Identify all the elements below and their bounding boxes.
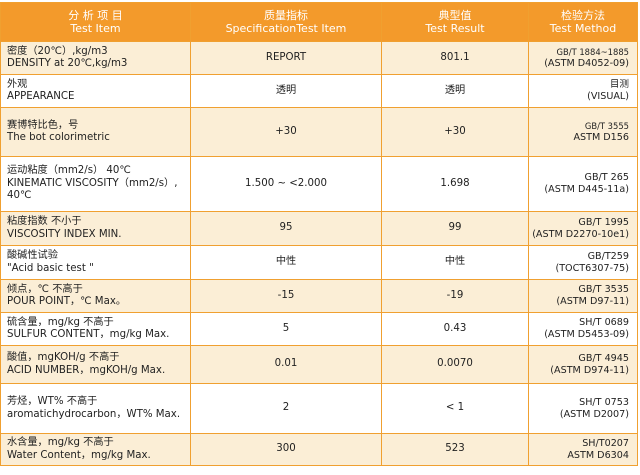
header-row: 分 析 项 目 Test Item 质量指标 SpecificationTest I… [0,2,638,42]
test-item-cell: 赛博特比色，号 The bot colorimetric [0,107,191,157]
spec-cell: 0.01 [190,345,382,384]
test-item-cell: 酸值，mgKOH/g 不高于 ACID NUMBER，mgKOH/g Max. [0,345,191,384]
result-cell: 801.1 [381,41,529,75]
table-row: 酸值，mgKOH/g 不高于 ACID NUMBER，mgKOH/g Max. 0… [0,345,638,384]
method-cell: GB/T 1995 (ASTM D2270-10e1) [528,211,638,246]
table-row: 运动粘度（mm2/s） 40℃ KINEMATIC VISCOSITY（mm2/s… [0,156,638,212]
method-cell: GB/T 3535 (ASTM D97-11) [528,279,638,313]
test-item-cell: 密度（20℃）,kg/m3 DENSITY at 20℃,kg/m3 [0,41,191,75]
method-cell: SH/T 0689 (ASTM D5453-09) [528,312,638,346]
spec-cell: 中性 [190,245,382,280]
result-cell: 透明 [381,74,529,108]
spec-cell: +30 [190,107,382,157]
table-row: 芳烃，WT% 不高于 aromatichydrocarbon，WT% Max. 2… [0,383,638,434]
table-row: 水含量，mg/kg 不高于 Water Content，mg/kg Max. 30… [0,433,638,466]
method-cell: GB/T 1884~1885 (ASTM D4052-09) [528,41,638,75]
table-row: 硫含量，mg/kg 不高于 SULFUR CONTENT，mg/kg Max. 5… [0,312,638,346]
spec-cell: 95 [190,211,382,246]
spec-cell: REPORT [190,41,382,75]
table-row: 密度（20℃）,kg/m3 DENSITY at 20℃,kg/m3 REPORT… [0,41,638,75]
method-cell: GB/T259 (TOCT6307-75) [528,245,638,280]
header-test-item: 分 析 项 目 Test Item [0,2,191,42]
method-cell: GB/T 3555 ASTM D156 [528,107,638,157]
test-item-cell: 粘度指数 不小于 VISCOSITY INDEX MIN. [0,211,191,246]
result-cell: 1.698 [381,156,529,212]
spec-cell: 2 [190,383,382,434]
header-specification: 质量指标 SpecificationTest Item [190,2,382,42]
result-cell: 99 [381,211,529,246]
test-item-cell: 芳烃，WT% 不高于 aromatichydrocarbon，WT% Max. [0,383,191,434]
result-cell: 523 [381,433,529,466]
method-cell: SH/T0207 ASTM D6304 [528,433,638,466]
method-cell: GB/T 265 (ASTM D445-11a) [528,156,638,212]
result-cell: 0.43 [381,312,529,346]
test-item-cell: 酸碱性试验 "Acid basic test " [0,245,191,280]
spec-cell: 300 [190,433,382,466]
spec-cell: 1.500 ~ <2.000 [190,156,382,212]
table-row: 倾点，℃ 不高于 POUR POINT，℃ Max。 -15 -19 GB/T 3… [0,279,638,313]
test-item-cell: 运动粘度（mm2/s） 40℃ KINEMATIC VISCOSITY（mm2/s… [0,156,191,212]
result-cell: 0.0070 [381,345,529,384]
test-item-cell: 外观 APPEARANCE [0,74,191,108]
table-row: 粘度指数 不小于 VISCOSITY INDEX MIN. 95 99 GB/T … [0,211,638,246]
test-item-cell: 水含量，mg/kg 不高于 Water Content，mg/kg Max. [0,433,191,466]
method-cell: 目测 (VISUAL) [528,74,638,108]
header-test-result: 典型值 Test Result [381,2,529,42]
method-cell: GB/T 4945 (ASTM D974-11) [528,345,638,384]
table-row: 外观 APPEARANCE 透明 透明 目测 (VISUAL) [0,74,638,108]
spec-cell: 5 [190,312,382,346]
spec-cell: -15 [190,279,382,313]
table-row: 赛博特比色，号 The bot colorimetric +30 +30 GB/T… [0,107,638,157]
result-cell: +30 [381,107,529,157]
test-item-cell: 倾点，℃ 不高于 POUR POINT，℃ Max。 [0,279,191,313]
method-cell: SH/T 0753 (ASTM D2007) [528,383,638,434]
result-cell: < 1 [381,383,529,434]
table-row: 酸碱性试验 "Acid basic test " 中性 中性 GB/T259 (TO… [0,245,638,280]
header-test-method: 检验方法 Test Method [528,2,638,42]
spec-cell: 透明 [190,74,382,108]
spec-table: 分 析 项 目 Test Item 质量指标 SpecificationTest I… [0,2,638,466]
result-cell: 中性 [381,245,529,280]
result-cell: -19 [381,279,529,313]
test-item-cell: 硫含量，mg/kg 不高于 SULFUR CONTENT，mg/kg Max. [0,312,191,346]
